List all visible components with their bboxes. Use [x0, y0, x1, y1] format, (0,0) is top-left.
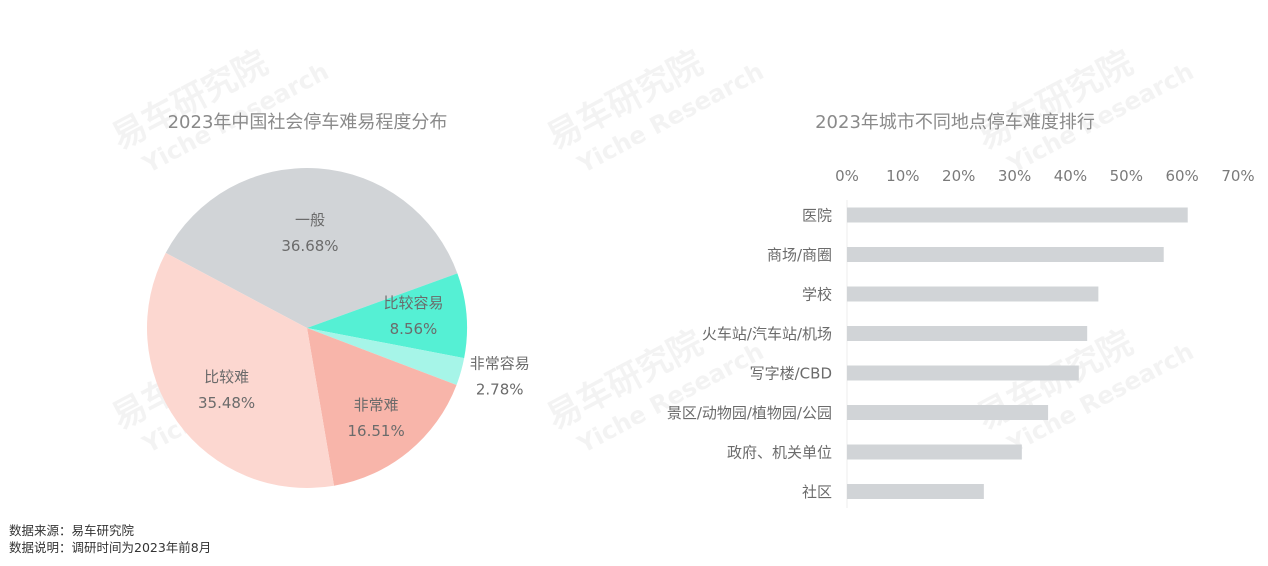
pie-slice — [165, 168, 458, 328]
category-label: 写字楼/CBD — [750, 365, 832, 383]
bar — [847, 247, 1164, 262]
pie-slice — [307, 328, 465, 385]
pie-slice-value-label: 35.48% — [198, 394, 255, 412]
pie-chart: 一般 36.68% 比较容易 8.56% 非常容易 2.78% 非常难 16.51% 比较难 35… — [146, 168, 530, 489]
bar — [847, 484, 984, 499]
pie-slice-value-label: 8.56% — [390, 320, 438, 338]
bar-chart-title: 2023年城市不同地点停车难度排行 — [815, 112, 1095, 133]
category-label: 火车站/汽车站/机场 — [702, 325, 832, 343]
x-tick-label: 60% — [1165, 167, 1198, 185]
x-tick-label: 20% — [942, 167, 975, 185]
footnote-source: 数据来源：易车研究院 — [9, 523, 135, 538]
pie-slice-label: 比较难 — [204, 368, 249, 386]
pie-slice-label: 一般 — [295, 211, 325, 229]
x-tick-label: 40% — [1054, 167, 1087, 185]
bar — [847, 444, 1022, 460]
footnote-note: 数据说明：调研时间为2023年前8月 — [9, 540, 212, 555]
category-label: 政府、机关单位 — [727, 444, 832, 462]
x-tick-label: 0% — [835, 167, 859, 185]
pie-chart-title: 2023年中国社会停车难易程度分布 — [167, 112, 448, 133]
x-tick-label: 70% — [1221, 167, 1254, 185]
pie-slice-value-label: 36.68% — [281, 237, 338, 255]
pie-slice-label: 比较容易 — [383, 294, 443, 312]
bar — [847, 405, 1049, 420]
bar — [847, 326, 1088, 341]
category-label: 医院 — [802, 207, 832, 225]
bar-chart: 0% 10% 20% 30% 40% 50% 60% 70% 医院商场/商圈学校火车站/汽车站/… — [667, 167, 1255, 508]
bar — [847, 286, 1099, 302]
category-label: 学校 — [802, 286, 832, 304]
x-tick-label: 10% — [886, 167, 919, 185]
pie-slice-value-label: 2.78% — [476, 380, 524, 398]
pie-slice — [146, 252, 334, 489]
category-label: 商场/商圈 — [767, 246, 832, 264]
x-tick-label: 50% — [1110, 167, 1143, 185]
bar — [847, 365, 1079, 381]
bar — [847, 207, 1188, 223]
pie-slice-label: 非常难 — [354, 396, 399, 414]
category-label: 社区 — [802, 483, 832, 501]
pie-slice-value-label: 16.51% — [348, 422, 405, 440]
pie-slice — [307, 328, 457, 486]
pie-slice-label: 非常容易 — [470, 354, 530, 372]
x-tick-label: 30% — [998, 167, 1031, 185]
pie-slice — [307, 273, 467, 359]
category-label: 景区/动物园/植物园/公园 — [667, 404, 832, 422]
